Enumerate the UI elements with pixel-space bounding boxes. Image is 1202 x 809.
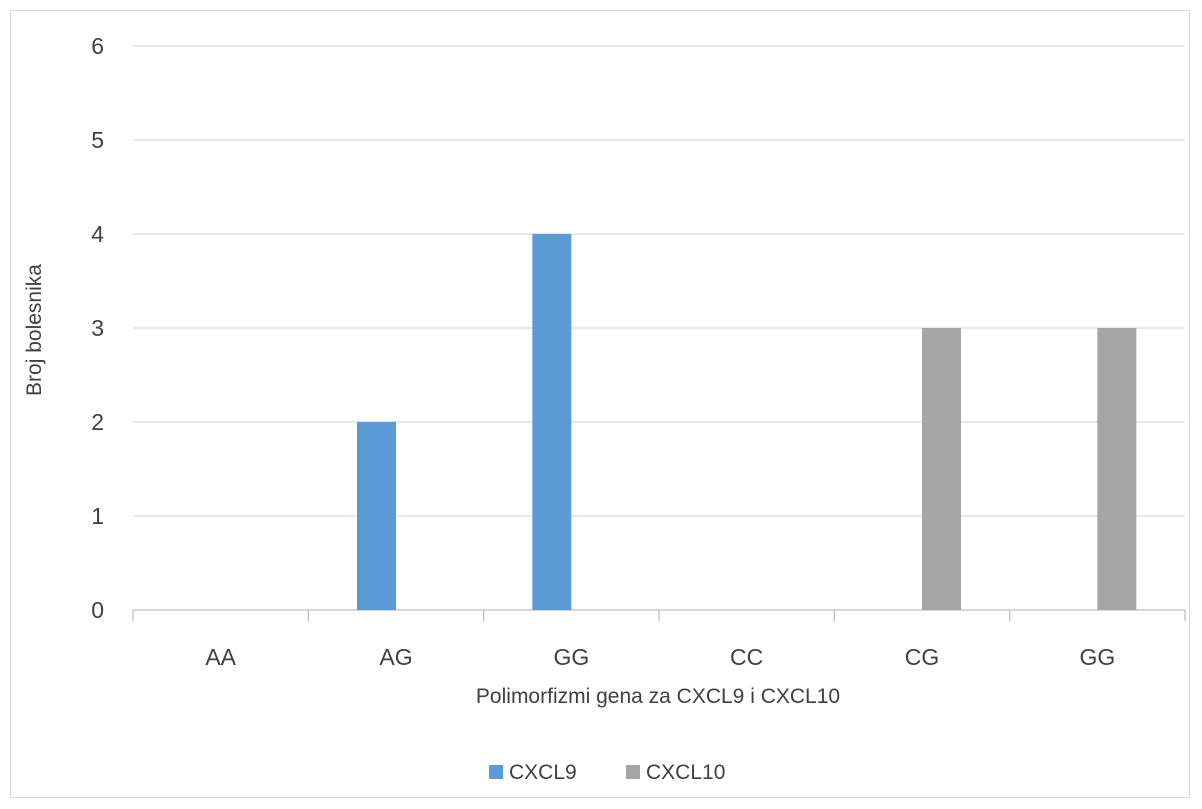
y-tick-label: 3 xyxy=(91,315,104,341)
y-tick-label: 2 xyxy=(91,409,104,435)
legend-swatch-cxcl10 xyxy=(626,765,640,779)
bar-cxcl9-gg xyxy=(532,234,572,610)
x-tick-label: GG xyxy=(553,644,589,670)
chart-frame xyxy=(10,10,1190,798)
x-tick-label: CC xyxy=(730,644,763,670)
x-tick-label: GG xyxy=(1079,644,1115,670)
x-tick-label: AA xyxy=(205,644,236,670)
y-tick-label: 6 xyxy=(91,33,104,59)
x-axis-label: Polimorfizmi gena za CXCL9 i CXCL10 xyxy=(476,685,840,708)
y-tick-label: 0 xyxy=(91,597,104,623)
bars xyxy=(357,234,1137,610)
legend-label-cxcl9: CXCL9 xyxy=(509,761,577,784)
gridlines xyxy=(133,45,1185,517)
y-axis-label: Broj bolesnika xyxy=(23,264,46,396)
bar-cxcl9-ag xyxy=(357,422,396,610)
bar-cxcl10-gg xyxy=(1097,328,1137,610)
legend-label-cxcl10: CXCL10 xyxy=(646,761,725,784)
y-tick-label: 4 xyxy=(91,221,104,247)
x-tick-label: CG xyxy=(905,644,940,670)
x-axis xyxy=(132,609,1186,621)
y-axis-ticks: 0 1 2 3 4 5 6 xyxy=(91,33,104,623)
bar-cxcl10-cg xyxy=(922,328,961,610)
legend-swatch-cxcl9 xyxy=(489,765,503,779)
x-axis-ticks: AA AG GG CC CG GG xyxy=(205,644,1115,670)
y-tick-label: 1 xyxy=(91,503,104,529)
x-tick-label: AG xyxy=(379,644,412,670)
y-tick-label: 5 xyxy=(91,127,104,153)
legend: CXCL9 CXCL10 xyxy=(489,761,725,784)
